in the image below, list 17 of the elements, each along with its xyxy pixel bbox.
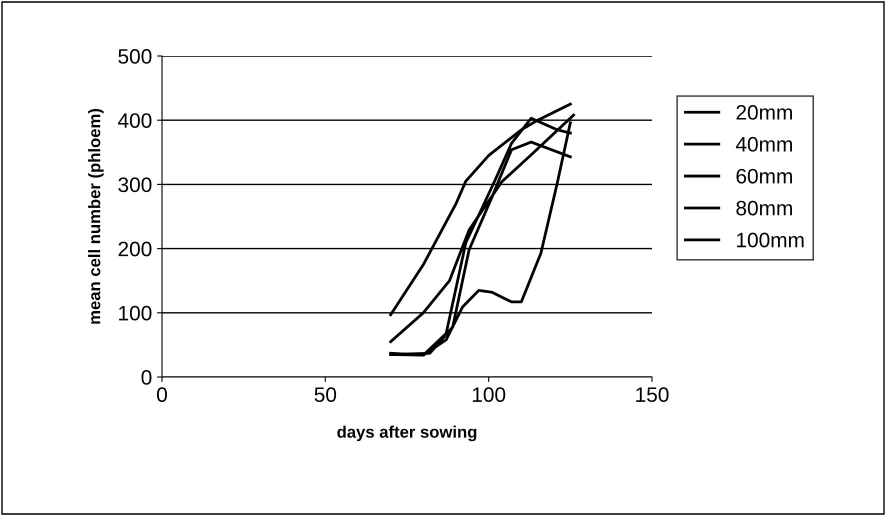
legend-label: 60mm [736, 168, 792, 184]
y-tick-label: 100 [119, 306, 152, 321]
legend-label: 20mm [736, 104, 792, 120]
x-tick-label: 0 [157, 387, 167, 402]
legend-label: 40mm [736, 136, 792, 152]
legend-label: 80mm [736, 200, 792, 216]
y-tick-label: 0 [142, 370, 152, 385]
legend-label: 100mm [737, 232, 804, 248]
x-tick-label: 100 [472, 387, 506, 402]
x-tick-label: 150 [636, 387, 669, 402]
y-tick-label: 200 [118, 242, 152, 256]
y-tick-label: 400 [118, 113, 152, 128]
y-tick-label: 500 [118, 49, 152, 64]
y-tick-label: 300 [118, 177, 152, 192]
y-axis-title: mean cell number (phloem) [88, 108, 104, 324]
x-axis-title: days after sowing [337, 426, 476, 442]
x-tick-label: 50 [314, 387, 336, 402]
